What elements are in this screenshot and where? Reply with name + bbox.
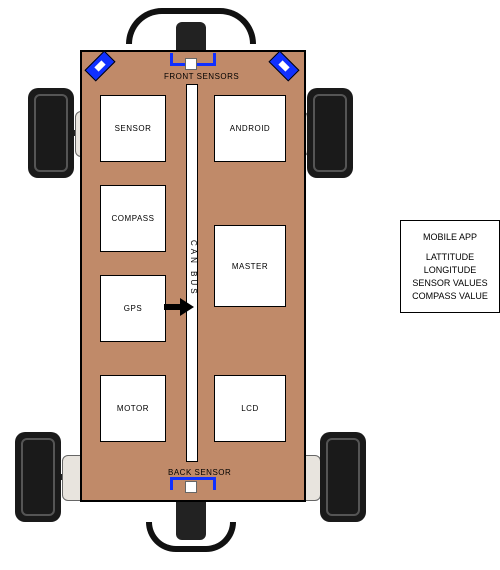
module-master: MASTER xyxy=(214,225,286,307)
module-label: ANDROID xyxy=(230,124,270,133)
module-label: GPS xyxy=(124,304,142,313)
panel-line: SENSOR VALUES xyxy=(407,278,493,288)
module-sensor: SENSOR xyxy=(100,95,166,162)
module-compass: COMPASS xyxy=(100,185,166,252)
panel-line: COMPASS VALUE xyxy=(407,291,493,301)
tire xyxy=(307,88,353,178)
module-motor: MOTOR xyxy=(100,375,166,442)
module-android: ANDROID xyxy=(214,95,286,162)
module-label: SENSOR xyxy=(115,124,152,133)
tire xyxy=(320,432,366,522)
module-label: MOTOR xyxy=(117,404,149,413)
tire xyxy=(15,432,61,522)
front-sensors-label: FRONT SENSORS xyxy=(164,72,239,81)
module-label: COMPASS xyxy=(112,214,155,223)
mobile-app-panel: MOBILE APP LATTITUDE LONGITUDE SENSOR VALUE… xyxy=(400,220,500,313)
diagram-canvas: CAN BUS SENSOR COMPASS GPS MOTOR ANDROID MAST… xyxy=(0,0,500,570)
tire xyxy=(28,88,74,178)
module-gps: GPS xyxy=(100,275,166,342)
panel-line: MOBILE APP xyxy=(407,232,493,242)
front-sensor-eye xyxy=(185,58,197,70)
back-sensor-label: BACK SENSOR xyxy=(168,468,231,477)
module-label: MASTER xyxy=(232,262,268,271)
module-label: LCD xyxy=(241,404,259,413)
panel-line: LONGITUDE xyxy=(407,265,493,275)
chassis-rollcage xyxy=(126,8,256,44)
panel-line: LATTITUDE xyxy=(407,252,493,262)
can-bus-label: CAN BUS xyxy=(188,240,198,297)
arrow-icon xyxy=(164,298,194,316)
chassis-tailcage xyxy=(146,522,236,552)
module-lcd: LCD xyxy=(214,375,286,442)
back-sensor-eye xyxy=(185,481,197,493)
